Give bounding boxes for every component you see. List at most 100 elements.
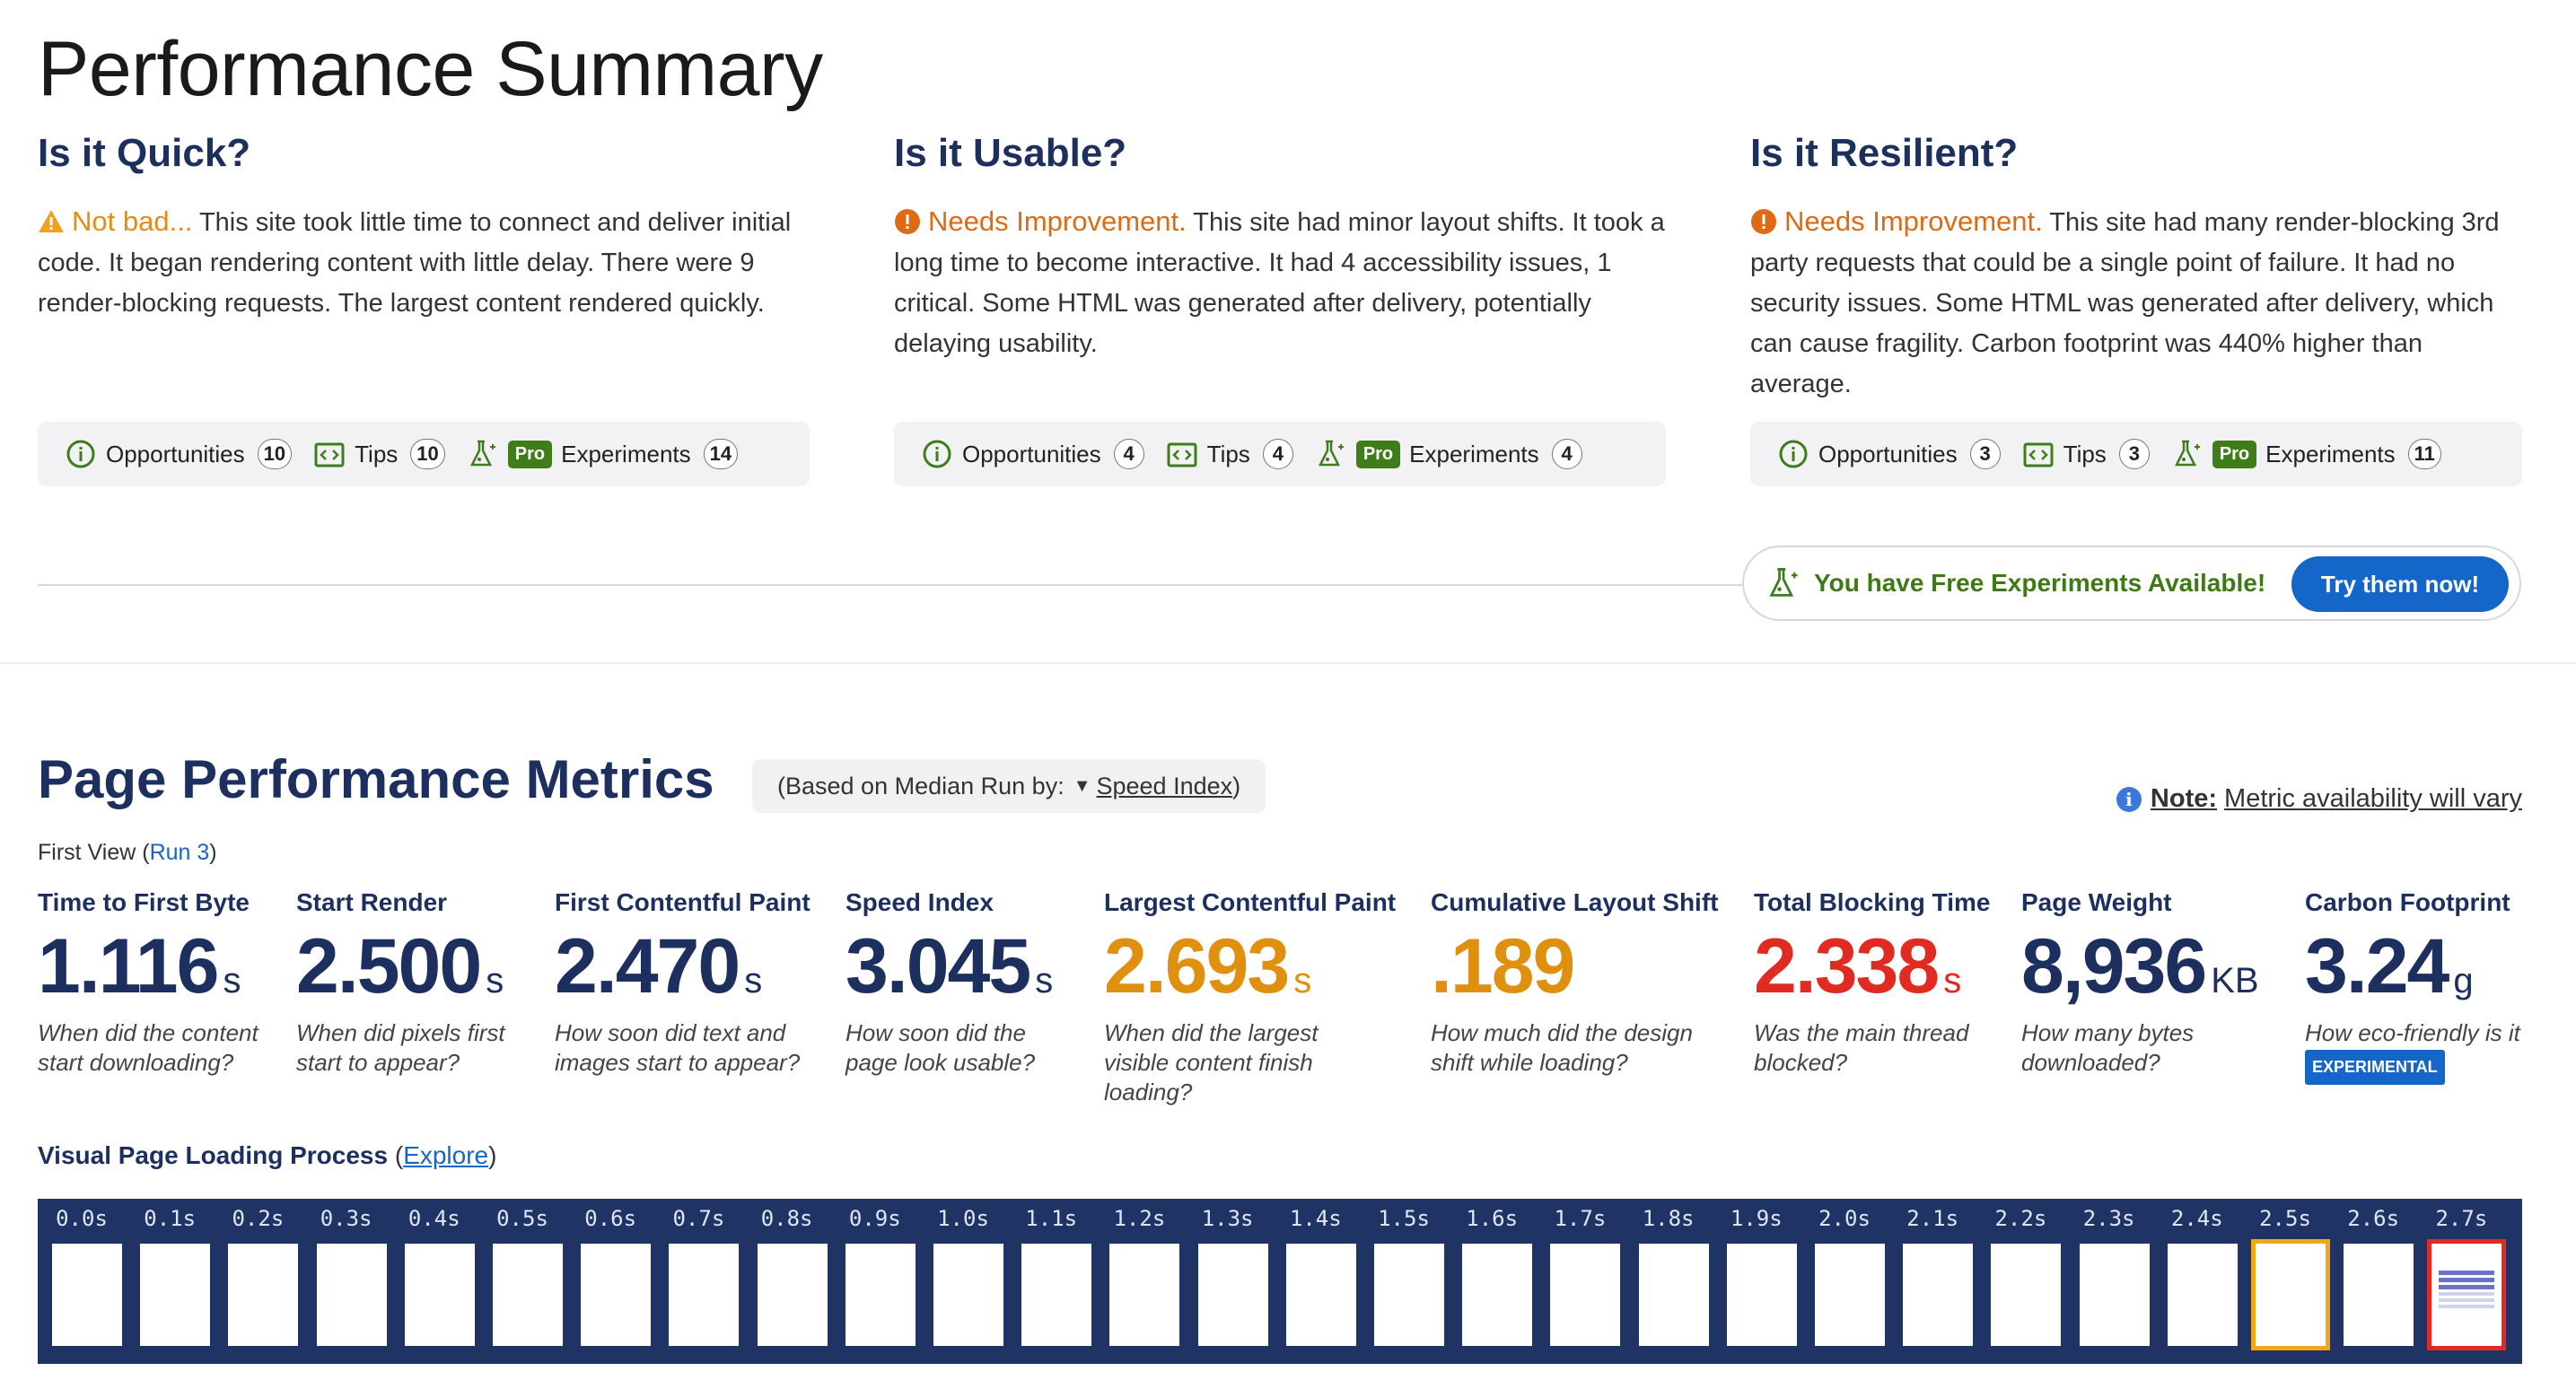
median-metric-select[interactable]: Speed Index — [1096, 772, 1233, 799]
count-badge: 3 — [1969, 439, 2001, 469]
frame-thumbnail[interactable] — [1197, 1244, 1268, 1346]
frame-thumbnail[interactable] — [933, 1244, 1003, 1346]
frame-thumbnail[interactable] — [845, 1244, 916, 1346]
frame-thumbnail[interactable] — [2251, 1239, 2330, 1350]
frame-thumbnail[interactable] — [1462, 1244, 1533, 1346]
filmstrip-frame[interactable]: 0.4s — [390, 1199, 478, 1364]
metric-number: .189 — [1431, 923, 1575, 1009]
filmstrip-frame[interactable]: 1.2s — [1095, 1199, 1183, 1364]
filmstrip-frame[interactable]: 1.9s — [1713, 1199, 1801, 1364]
frame-time: 1.0s — [937, 1206, 989, 1231]
tab-experiments[interactable]: Pro Experiments 4 — [1313, 436, 1582, 472]
frame-thumbnail[interactable] — [1726, 1244, 1797, 1346]
count-badge: 4 — [1113, 439, 1144, 469]
count-badge: 10 — [257, 439, 293, 469]
summary-heading: Is it Resilient? — [1750, 131, 2019, 175]
tab-tips[interactable]: Tips 4 — [1164, 436, 1293, 472]
tab-opportunities[interactable]: Opportunities 4 — [919, 436, 1144, 472]
filmstrip[interactable]: 0.0s 0.1s 0.2s 0.3s 0.4s 0.5s 0.6s 0.7s 0.8s 0.9s… — [38, 1199, 2522, 1364]
tab-opportunities[interactable]: Opportunities 3 — [1775, 436, 2001, 472]
frame-thumbnail[interactable] — [52, 1244, 122, 1346]
metric-unit: s — [1035, 961, 1054, 1000]
frame-thumbnail[interactable] — [404, 1244, 475, 1346]
frame-thumbnail[interactable] — [2427, 1239, 2507, 1350]
note-label: Note: — [2150, 784, 2218, 813]
metric-number: 3.24 — [2305, 923, 2449, 1009]
metric-number: 2.500 — [296, 923, 482, 1009]
frame-thumbnail[interactable] — [1991, 1244, 2062, 1346]
frame-thumbnail[interactable] — [669, 1244, 740, 1346]
filmstrip-frame[interactable]: 0.7s — [654, 1199, 742, 1364]
filmstrip-frame[interactable]: 1.0s — [919, 1199, 1007, 1364]
filmstrip-frame[interactable]: 2.5s — [2241, 1199, 2330, 1364]
frame-thumbnail[interactable] — [1815, 1244, 1885, 1346]
divider — [38, 584, 1761, 586]
metric-value: 3.24 g — [2305, 922, 2538, 1011]
filmstrip-frame[interactable]: 1.6s — [1448, 1199, 1536, 1364]
filmstrip-frame[interactable]: 2.3s — [2065, 1199, 2153, 1364]
filmstrip-frame[interactable]: 2.1s — [1888, 1199, 1976, 1364]
filmstrip-frame[interactable]: 1.7s — [1536, 1199, 1624, 1364]
metric-value: 3.045 s — [846, 922, 1079, 1011]
filmstrip-frame[interactable]: 2.6s — [2329, 1199, 2417, 1364]
tab-experiments[interactable]: Pro Experiments 14 — [465, 436, 739, 472]
filmstrip-frame[interactable]: 0.9s — [831, 1199, 919, 1364]
frame-thumbnail[interactable] — [2079, 1244, 2150, 1346]
frame-thumbnail[interactable] — [1550, 1244, 1621, 1346]
filmstrip-frame[interactable]: 2.4s — [2153, 1199, 2241, 1364]
frame-thumbnail[interactable] — [1285, 1244, 1356, 1346]
tab-experiments[interactable]: Pro Experiments 11 — [2169, 436, 2441, 472]
median-run-selector[interactable]: (Based on Median Run by: ▼ Speed Index ) — [752, 759, 1266, 813]
frame-thumbnail[interactable] — [2167, 1244, 2238, 1346]
frame-time: 2.7s — [2435, 1206, 2488, 1231]
frame-thumbnail[interactable] — [581, 1244, 652, 1346]
filmstrip-frame[interactable]: 1.1s — [1007, 1199, 1095, 1364]
tab-tips[interactable]: Tips 3 — [2020, 436, 2150, 472]
summary-text: Needs Improvement. This site had minor l… — [894, 201, 1666, 364]
filmstrip-frame[interactable]: 1.8s — [1625, 1199, 1713, 1364]
frame-time: 0.9s — [848, 1206, 901, 1231]
frame-thumbnail[interactable] — [1374, 1244, 1444, 1346]
frame-thumbnail[interactable] — [140, 1244, 211, 1346]
frame-thumbnail[interactable] — [228, 1244, 299, 1346]
frame-thumbnail[interactable] — [1021, 1244, 1092, 1346]
metric-cls: Cumulative Layout Shift .189 How much di… — [1431, 888, 1718, 1078]
frame-thumbnail[interactable] — [1903, 1244, 1974, 1346]
metric-value: 2.500 s — [296, 922, 530, 1011]
filmstrip-frame[interactable]: 0.0s — [38, 1199, 126, 1364]
tab-tips[interactable]: Tips 10 — [311, 436, 445, 472]
explore-link[interactable]: Explore — [403, 1141, 489, 1169]
filmstrip-frame[interactable]: 0.6s — [566, 1199, 654, 1364]
try-them-now-button[interactable]: Try them now! — [2291, 556, 2509, 612]
frame-thumbnail[interactable] — [1109, 1244, 1180, 1346]
count-badge: 14 — [703, 439, 739, 469]
filmstrip-frame[interactable]: 2.0s — [1801, 1199, 1888, 1364]
tab-label: Experiments — [561, 440, 691, 467]
frame-thumbnail[interactable] — [316, 1244, 387, 1346]
experimental-badge: EXPERIMENTAL — [2305, 1050, 2445, 1085]
filmstrip-frame[interactable]: 2.2s — [1976, 1199, 2064, 1364]
filmstrip-frame[interactable]: 1.5s — [1360, 1199, 1448, 1364]
filmstrip-frame[interactable]: 0.3s — [302, 1199, 390, 1364]
frame-thumbnail[interactable] — [2344, 1244, 2414, 1346]
filmstrip-frame[interactable]: 0.1s — [126, 1199, 214, 1364]
filmstrip-frame[interactable]: 0.8s — [743, 1199, 831, 1364]
frame-thumbnail[interactable] — [757, 1244, 828, 1346]
filmstrip-frame[interactable]: 1.4s — [1272, 1199, 1360, 1364]
tab-opportunities[interactable]: Opportunities 10 — [63, 436, 293, 472]
count-badge: 10 — [410, 439, 445, 469]
frame-thumbnail[interactable] — [493, 1244, 563, 1346]
filmstrip-frame[interactable]: 0.2s — [214, 1199, 302, 1364]
filmstrip-frame[interactable]: 2.7s — [2417, 1199, 2507, 1364]
metric-value: 1.116 s — [38, 922, 289, 1011]
run-link[interactable]: Run 3 — [149, 840, 210, 865]
metric-description: When did the content start downloading? — [38, 1019, 258, 1076]
frame-time: 0.3s — [320, 1206, 372, 1231]
metric-note[interactable]: i Note: Metric availability will vary — [2116, 784, 2522, 814]
metric-number: 8,936 — [2021, 923, 2207, 1009]
filmstrip-frame[interactable]: 0.5s — [478, 1199, 566, 1364]
frame-thumbnail[interactable] — [1638, 1244, 1709, 1346]
frame-time: 0.6s — [584, 1206, 637, 1231]
summary-description: This site had minor layout shifts. It to… — [894, 208, 1665, 358]
filmstrip-frame[interactable]: 1.3s — [1184, 1199, 1272, 1364]
